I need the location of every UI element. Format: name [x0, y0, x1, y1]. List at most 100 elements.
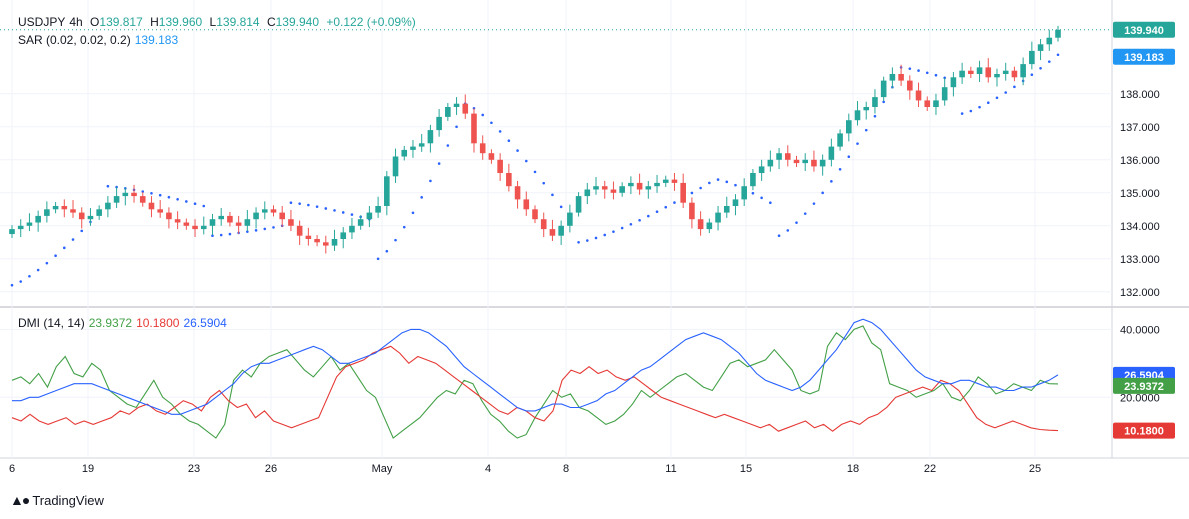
plus-di-badge-bg — [1113, 377, 1175, 394]
sar-dot — [664, 205, 668, 209]
candle-body — [610, 189, 617, 193]
sar-dot — [925, 71, 929, 75]
candle-body — [96, 209, 102, 216]
candle-body — [689, 202, 695, 220]
candle-body — [70, 209, 76, 213]
candle-body — [985, 67, 992, 78]
candle-body — [601, 186, 608, 190]
time-tick-label: 11 — [665, 463, 676, 475]
candle-body — [854, 110, 861, 121]
candle-body — [244, 219, 251, 226]
last-price-badge-bg — [1113, 21, 1175, 38]
candle-body — [462, 103, 469, 114]
sar-dot — [986, 101, 990, 105]
sar-dot — [254, 229, 258, 232]
sar-dot — [228, 232, 232, 236]
dmi-series — [11, 318, 1059, 439]
sar-dot — [333, 209, 336, 212]
sar-dot — [1056, 53, 1060, 57]
sar-dot — [577, 241, 580, 244]
candle-body — [227, 215, 233, 223]
minus-di-badge-text: 10.1800 — [1124, 426, 1164, 438]
sar-dot — [873, 114, 877, 118]
sar-dot — [908, 67, 912, 70]
sar-badge-bg — [1113, 48, 1175, 65]
dmi-legend: DMI (14, 14) 23.9372 10.1800 26.5904 — [18, 316, 231, 331]
sar-dot — [838, 167, 842, 171]
candle-body — [270, 209, 277, 213]
sar-dot — [647, 214, 650, 218]
tradingview-logo[interactable]: ▲● TradingView — [10, 492, 104, 508]
price-tick-label: 134.000 — [1120, 221, 1160, 233]
sar-dot — [176, 197, 179, 201]
minus-di-badge: 10.1800 — [1113, 422, 1175, 439]
candle-body — [915, 90, 922, 101]
sar-dot — [36, 268, 40, 272]
dmi-plus-value: 23.9372 — [88, 316, 133, 330]
candle-body — [662, 179, 669, 183]
sar-badge: 139.183 — [1113, 48, 1175, 65]
close-value: 139.940 — [275, 15, 320, 29]
sar-dot — [455, 125, 458, 129]
price-tick-label: 135.000 — [1120, 188, 1160, 200]
candle-body — [427, 130, 434, 144]
candle-body — [209, 219, 216, 226]
candle-body — [131, 192, 137, 197]
candle-body — [357, 219, 364, 226]
sar-dot — [63, 246, 66, 250]
sar-dot — [620, 226, 624, 230]
sar-dot — [376, 257, 380, 261]
sar-label[interactable]: SAR (0.02, 0.02, 0.2) — [18, 33, 131, 47]
dmi-label[interactable]: DMI (14, 14) — [18, 316, 85, 330]
time-tick-label: 6 — [9, 463, 15, 475]
candle-body — [680, 182, 686, 203]
candle-body — [26, 222, 33, 226]
sar-dot — [533, 170, 537, 174]
candle-body — [418, 143, 425, 147]
sar-dot — [402, 225, 406, 229]
sar-dot — [472, 106, 476, 110]
candle-body — [950, 77, 957, 88]
sar-dot — [298, 202, 301, 205]
candle-body — [732, 199, 739, 206]
candle-body — [593, 186, 599, 190]
candle-body — [968, 70, 974, 74]
candle-body — [157, 209, 163, 213]
candle-body — [706, 222, 713, 230]
sar-dot — [246, 230, 249, 233]
candle-body — [200, 225, 207, 230]
candle-body — [933, 100, 939, 107]
candle-body — [880, 80, 887, 98]
candle-body — [872, 97, 878, 107]
candle-body — [288, 219, 294, 226]
symbol-label[interactable]: USDJPY — [18, 15, 66, 29]
candle-body — [349, 225, 355, 233]
candle-body — [35, 215, 41, 223]
tradingview-mark-icon: ▲● — [10, 492, 30, 508]
dmi-minus-value: 10.1800 — [136, 316, 180, 330]
interval-label[interactable]: 4h — [69, 15, 83, 29]
sar-dot — [629, 222, 633, 226]
time-tick-label: 18 — [847, 463, 859, 475]
sar-dot — [167, 195, 171, 199]
sar-dot — [411, 211, 415, 215]
time-tick-label: May — [372, 463, 393, 475]
candle-body — [898, 74, 904, 81]
candle-body — [166, 212, 172, 220]
candle-body — [671, 179, 678, 183]
price-tick-label: 133.000 — [1120, 254, 1160, 266]
candle-body — [584, 189, 591, 197]
sar-dot — [150, 192, 153, 195]
candle-body — [122, 192, 129, 197]
sar-dot — [725, 180, 729, 184]
candle-body — [540, 219, 547, 230]
candle-body — [174, 219, 181, 223]
candle-body — [741, 186, 747, 200]
candle-body — [218, 215, 224, 220]
candle-body — [1046, 37, 1053, 45]
sar-dot — [158, 193, 162, 197]
sar-dot — [655, 210, 659, 214]
high-value: 139.960 — [158, 15, 203, 29]
time-tick-label: 22 — [924, 463, 936, 475]
